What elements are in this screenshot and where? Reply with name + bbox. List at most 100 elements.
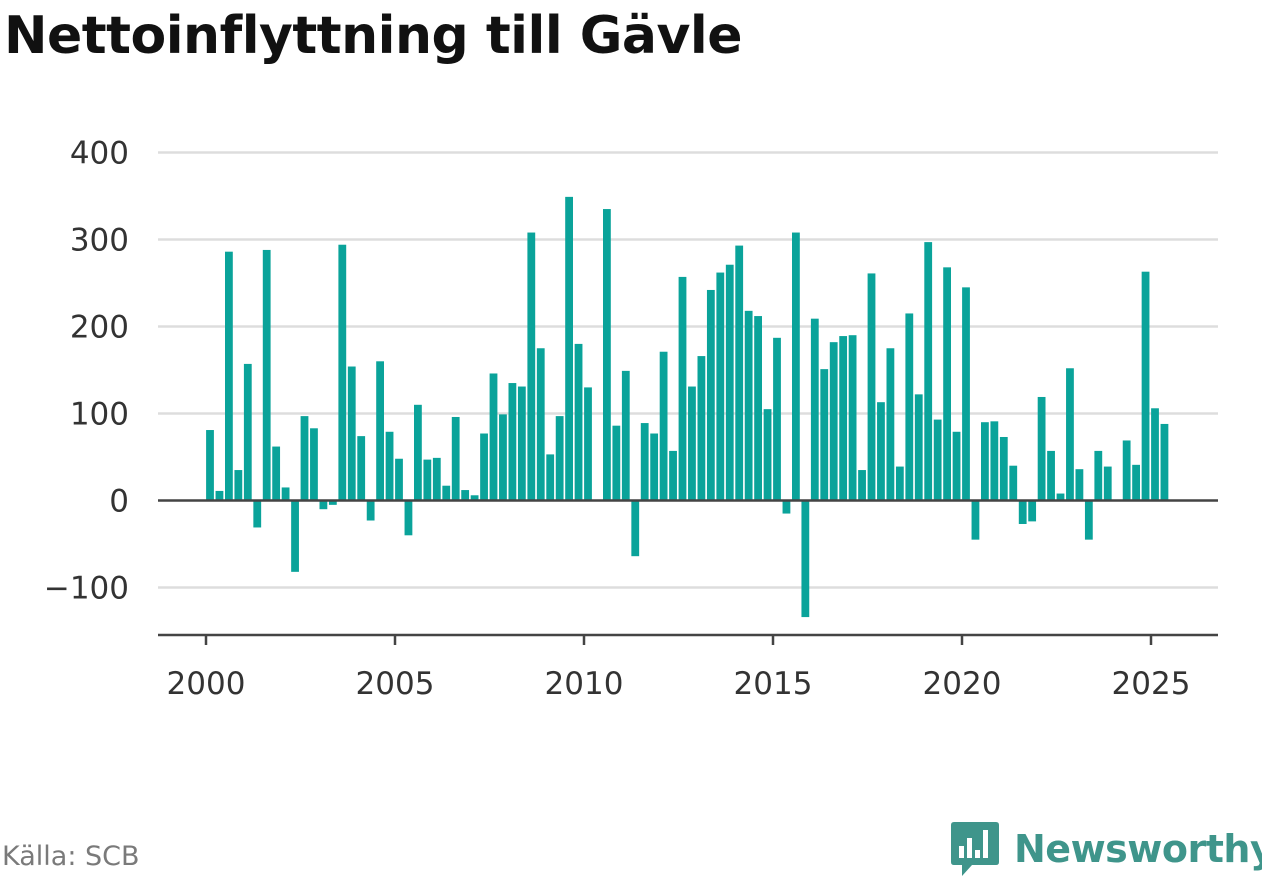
- bar: [376, 361, 384, 501]
- bar: [659, 351, 668, 501]
- bar: [905, 313, 914, 501]
- bar: [489, 373, 498, 501]
- bar: [1018, 500, 1027, 524]
- bar: [555, 416, 564, 501]
- bar: [451, 416, 460, 501]
- bar: [281, 487, 290, 501]
- brand-name: Newsworthy: [1014, 827, 1262, 871]
- y-tick-label: 300: [70, 223, 129, 259]
- x-tick-label: 2005: [356, 666, 435, 702]
- bar: [584, 387, 592, 501]
- bar: [650, 433, 659, 501]
- bar: [272, 446, 281, 501]
- y-tick-labels: 400 300 200 100 0 −100: [44, 136, 129, 607]
- bar: [1047, 450, 1055, 501]
- bar: [499, 414, 507, 501]
- bar: [243, 363, 252, 501]
- bar: [1160, 423, 1169, 501]
- bar: [1122, 440, 1131, 501]
- bar: [1075, 469, 1084, 501]
- bar: [1094, 450, 1103, 501]
- bar: [253, 500, 262, 528]
- bar: [404, 500, 413, 536]
- bar: [678, 276, 687, 501]
- bar: [792, 232, 800, 501]
- bar: [716, 272, 725, 501]
- bar: [565, 196, 573, 501]
- chart-title: Nettoinflyttning till Gävle: [4, 6, 743, 66]
- bar: [725, 264, 734, 501]
- brand-logo: Newsworthy: [950, 820, 1262, 878]
- bar: [631, 500, 640, 557]
- bar: [773, 337, 781, 501]
- bar: [395, 458, 403, 501]
- y-tick-label: 0: [109, 484, 129, 520]
- bar: [688, 386, 696, 501]
- x-tick-label: 2015: [734, 666, 813, 702]
- bar: [744, 310, 753, 501]
- bar: [990, 421, 999, 501]
- bar: [347, 366, 356, 501]
- bar: [962, 287, 970, 501]
- bar: [933, 419, 942, 501]
- bar: [234, 470, 243, 501]
- bar: [924, 242, 933, 501]
- bar: [640, 423, 649, 501]
- bar: [1056, 493, 1065, 501]
- bar: [621, 370, 630, 501]
- bars: [206, 196, 1169, 618]
- bar: [1141, 271, 1150, 501]
- bar: [291, 500, 299, 572]
- bar: [754, 316, 762, 501]
- source-label: Källa: SCB: [2, 841, 140, 872]
- bar: [839, 336, 848, 501]
- bar: [319, 500, 328, 510]
- bar: [867, 273, 876, 501]
- bar: [225, 251, 233, 501]
- bar: [517, 386, 526, 501]
- bar: [810, 318, 819, 501]
- bar: [338, 244, 347, 501]
- y-tick-label: 400: [70, 136, 129, 172]
- bar: [886, 348, 895, 501]
- x-tick-label: 2000: [167, 666, 246, 702]
- bar: [1151, 408, 1159, 501]
- newsworthy-logo-icon: [951, 822, 999, 876]
- bar: [536, 348, 545, 501]
- x-tick-label: 2025: [1112, 666, 1191, 702]
- bar: [206, 430, 214, 501]
- bar: [527, 232, 536, 501]
- bar: [848, 335, 857, 501]
- bar: [574, 343, 583, 501]
- bar: [697, 356, 706, 501]
- bar: [603, 209, 611, 501]
- x-tick-labels: 2000 2005 2010 2015 2020 2025: [167, 666, 1191, 702]
- bar: [1037, 396, 1046, 501]
- bar: [612, 425, 621, 501]
- bar: [763, 409, 772, 501]
- bar: [414, 404, 422, 501]
- bar: [981, 422, 989, 501]
- bar: [820, 369, 829, 501]
- bar: [366, 500, 375, 521]
- bar: [829, 342, 838, 501]
- bar: [782, 500, 791, 514]
- bar: [735, 245, 744, 501]
- x-tick-label: 2010: [545, 666, 624, 702]
- bar: [215, 490, 224, 501]
- bar: [310, 428, 318, 501]
- bar: [1103, 466, 1112, 501]
- bar: [1009, 465, 1018, 501]
- bar: [895, 466, 904, 501]
- bar: [1066, 368, 1074, 501]
- bar: [999, 436, 1008, 501]
- bar: [877, 402, 885, 501]
- gridlines: [158, 151, 1218, 589]
- y-tick-label: −100: [44, 571, 129, 607]
- bar: [546, 454, 555, 501]
- bar: [669, 450, 677, 501]
- bar: [1084, 500, 1093, 540]
- bar: [801, 500, 810, 618]
- bar: [943, 267, 951, 501]
